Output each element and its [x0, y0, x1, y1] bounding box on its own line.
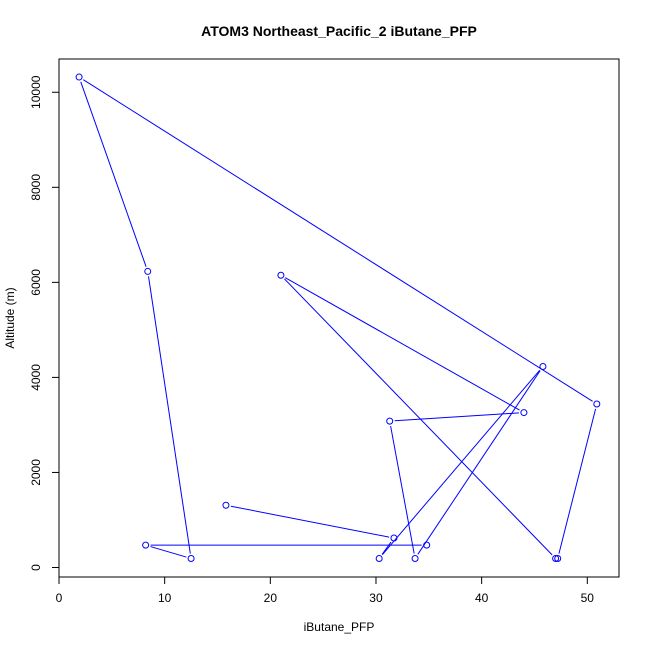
series-segment	[284, 278, 553, 556]
series-segment	[230, 505, 390, 538]
series-segment	[284, 277, 520, 411]
x-tick-label: 40	[475, 591, 489, 605]
y-tick-label: 2000	[29, 459, 43, 486]
y-axis: 0 2000 4000 6000 8000 10000	[29, 75, 60, 571]
series-segment	[382, 369, 541, 555]
plot-frame	[58, 58, 620, 578]
x-axis: 0 10 20 30 40 50	[56, 576, 595, 605]
data-point	[423, 541, 431, 549]
series-segment	[148, 276, 191, 554]
series-segment	[558, 408, 597, 554]
x-tick-label: 30	[369, 591, 383, 605]
series-segment	[80, 81, 147, 267]
data-point	[386, 417, 394, 425]
data-point	[593, 400, 601, 408]
data-point	[520, 409, 528, 417]
series-segment	[150, 546, 187, 558]
series-segment	[83, 79, 593, 402]
chart-title: ATOM3 Northeast_Pacific_2 iButane_PFP	[201, 23, 477, 39]
x-axis-label: iButane_PFP	[304, 620, 375, 634]
data-point	[187, 554, 195, 562]
x-tick-label: 20	[264, 591, 278, 605]
data-point	[390, 534, 398, 542]
x-tick-label: 10	[158, 591, 172, 605]
data-point	[411, 554, 419, 562]
y-tick-label: 8000	[29, 174, 43, 201]
data-point	[539, 362, 547, 370]
data-point	[142, 541, 150, 549]
series-segment	[390, 425, 415, 554]
y-tick-label: 6000	[29, 269, 43, 296]
data-point	[144, 267, 152, 275]
series-segment	[381, 541, 392, 555]
x-tick-label: 50	[581, 591, 595, 605]
data-point	[375, 554, 383, 562]
data-point	[222, 501, 230, 509]
data-point	[277, 271, 285, 279]
series-segment	[394, 412, 519, 422]
y-axis-label: Altitude (m)	[3, 287, 17, 348]
y-tick-label: 10000	[29, 75, 43, 109]
data-point	[75, 73, 83, 81]
y-tick-label: 4000	[29, 364, 43, 391]
data-point	[554, 554, 562, 562]
y-tick-label: 0	[29, 564, 43, 571]
series-ibutane	[75, 73, 601, 562]
series-segment	[417, 370, 541, 555]
data-point	[552, 554, 560, 562]
x-tick-label: 0	[56, 591, 63, 605]
